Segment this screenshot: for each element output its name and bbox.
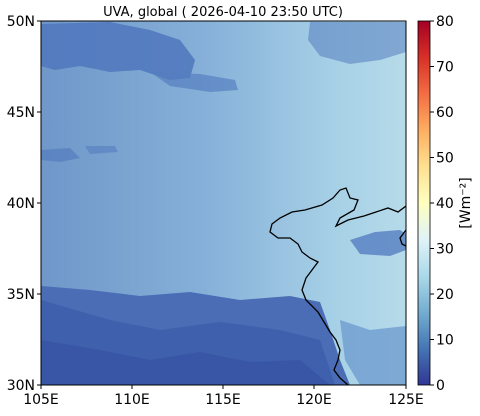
colorbar-tick-label: 60 xyxy=(436,105,454,121)
lon-tick-label: 115E xyxy=(205,392,241,408)
colorbar-tick-label: 20 xyxy=(436,287,454,303)
lon-tick-label: 105E xyxy=(23,392,59,408)
colorbar-tick-label: 0 xyxy=(436,378,445,394)
lat-tick-label: 50N xyxy=(7,14,35,30)
map-panel xyxy=(41,21,406,385)
colorbar-tick-label: 10 xyxy=(436,333,454,349)
colorbar-label: [Wm⁻²] xyxy=(458,177,474,228)
lat-axis: 50N 45N 40N 35N 30N xyxy=(7,14,41,394)
lat-tick-label: 30N xyxy=(7,378,35,394)
map-title: UVA, global ( 2026-04-10 23:50 UTC) xyxy=(103,5,343,20)
cloud-patches xyxy=(41,22,406,256)
lon-tick-label: 120E xyxy=(296,392,332,408)
colorbar-tick-label: 30 xyxy=(436,242,454,258)
lon-axis: 105E 110E 115E 120E 125E xyxy=(23,385,424,408)
colorbar-gradient xyxy=(417,20,431,386)
colorbar-tick-label: 40 xyxy=(436,196,454,212)
colorbar-tick-label: 80 xyxy=(436,14,454,30)
colorbar-tick-label: 70 xyxy=(436,60,454,76)
colorbar-ticks xyxy=(430,20,434,386)
lon-tick-label: 125E xyxy=(388,392,424,408)
coastline xyxy=(269,187,406,385)
lat-tick-label: 40N xyxy=(7,196,35,212)
southern-cloud-band xyxy=(41,286,406,385)
colorbar: 80 70 60 50 40 30 20 10 0 [Wm⁻²] xyxy=(417,14,474,394)
coastline-korea xyxy=(399,229,406,247)
lat-tick-label: 45N xyxy=(7,105,35,121)
lat-tick-label: 35N xyxy=(7,287,35,303)
colorbar-tick-label: 50 xyxy=(436,151,454,167)
lon-tick-label: 110E xyxy=(114,392,150,408)
